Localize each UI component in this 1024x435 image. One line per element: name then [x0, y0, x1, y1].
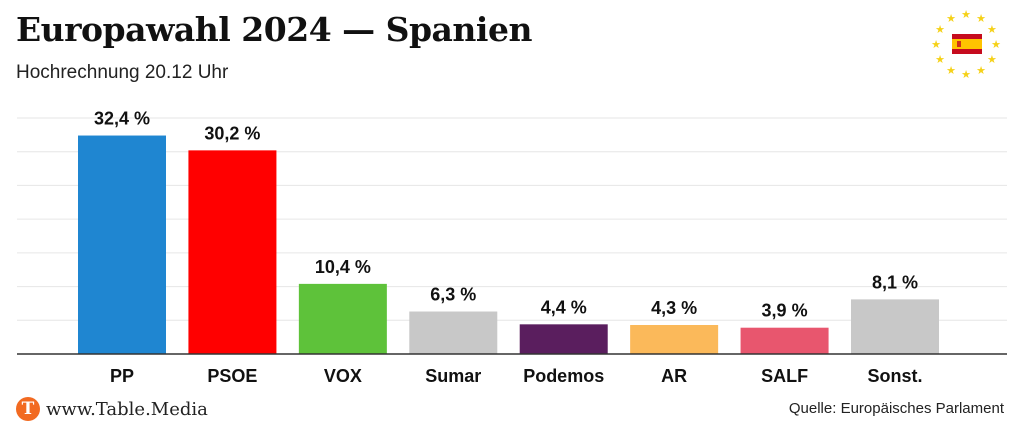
x-tick-label: AR [661, 366, 687, 386]
gridlines [17, 117, 1007, 321]
eu-star-icon: ★ [987, 54, 997, 66]
bar-ar [630, 325, 719, 354]
brand-logo-icon: T [16, 397, 40, 421]
data-label: 4,3 % [651, 298, 697, 318]
bars: 32,4 % PP 30,2 % PSOE 10,4 % VOX 6,3 % Sumar 4,4… [78, 109, 939, 386]
eu-star-icon: ★ [946, 13, 956, 25]
x-tick-label: PSOE [207, 366, 257, 386]
brand-url[interactable]: www.Table.Media [46, 398, 208, 420]
data-label: 4,4 % [541, 297, 587, 317]
bar-vox [298, 283, 387, 354]
x-tick-label: Sumar [425, 366, 481, 386]
bar-sonst [851, 299, 939, 354]
source-note: Quelle: Europäisches Parlament [788, 400, 1004, 417]
x-tick-label: VOX [324, 366, 362, 386]
data-label: 32,4 % [94, 109, 150, 129]
eu-star-icon: ★ [931, 39, 941, 51]
eu-star-icon: ★ [935, 24, 945, 36]
eu-star-icon: ★ [987, 24, 997, 36]
bar-psoe [188, 150, 277, 354]
spain-flag-eu-stars-icon: ★★★★★★★★★ ★ ★★ [931, 9, 1001, 81]
data-label: 3,9 % [762, 301, 808, 321]
eu-star-icon: ★ [991, 39, 1001, 51]
x-tick-label: SALF [761, 366, 808, 386]
eu-star-icon: ★ [976, 13, 986, 25]
eu-star-icon: ★ [961, 69, 971, 81]
eu-star-icon: ★ [946, 65, 956, 77]
bar-sumar [409, 311, 498, 354]
data-label: 30,2 % [204, 123, 260, 143]
chart-subtitle: Hochrechnung 20.12 Uhr [16, 62, 229, 83]
x-tick-label: PP [110, 366, 134, 386]
eu-star-icon: ★ [976, 65, 986, 77]
bar-podemos [519, 324, 608, 354]
data-label: 8,1 % [872, 272, 918, 292]
x-tick-label: Podemos [523, 366, 604, 386]
eu-star-icon: ★ [961, 9, 971, 21]
bar-pp [78, 135, 166, 354]
eu-star-icon: ★ [935, 54, 945, 66]
bar-salf [740, 327, 829, 354]
data-label: 6,3 % [430, 285, 476, 305]
brand[interactable]: T www.Table.Media [16, 396, 208, 422]
data-label: 10,4 % [315, 257, 371, 277]
chart-title: Europawahl 2024 — Spanien [16, 10, 532, 49]
x-tick-label: Sonst. [867, 366, 922, 386]
